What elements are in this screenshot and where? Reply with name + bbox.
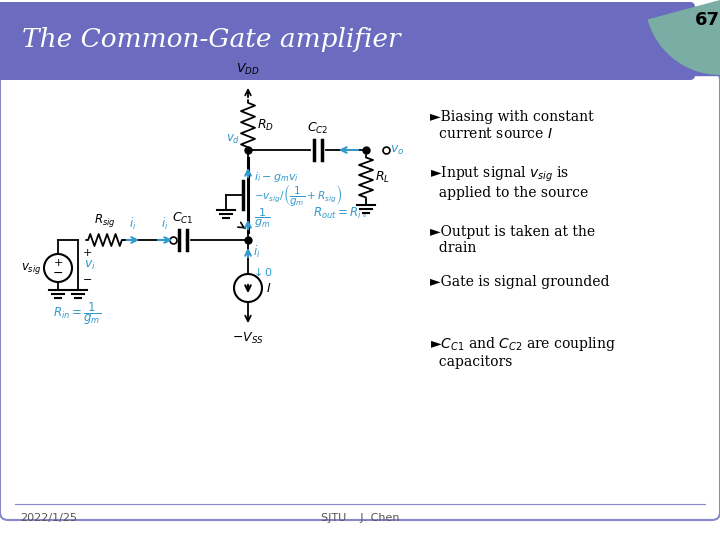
Text: −: − [53, 267, 63, 280]
Text: SJTU    J. Chen: SJTU J. Chen [320, 513, 400, 523]
Text: $R_{out} = R_{i\circ}$: $R_{out} = R_{i\circ}$ [313, 205, 367, 220]
Text: $R_L$: $R_L$ [375, 170, 390, 185]
Text: ►Output is taken at the
  drain: ►Output is taken at the drain [430, 225, 595, 255]
Text: $-V_{SS}$: $-V_{SS}$ [232, 331, 264, 346]
Text: $v_o$: $v_o$ [390, 144, 405, 157]
Text: ►Gate is signal grounded: ►Gate is signal grounded [430, 275, 610, 289]
Text: $+$: $+$ [82, 246, 92, 258]
Text: $i_i$: $i_i$ [253, 244, 261, 260]
Text: $-$: $-$ [82, 273, 92, 283]
Text: $C_{C1}$: $C_{C1}$ [172, 211, 194, 226]
Text: $i_i - g_m v_i$: $i_i - g_m v_i$ [254, 170, 299, 184]
Text: $- v_{sig}/\left(\dfrac{1}{g_m}+R_{sig}\right)$: $- v_{sig}/\left(\dfrac{1}{g_m}+R_{sig}\… [254, 182, 342, 208]
Text: $\dfrac{1}{g_m}$: $\dfrac{1}{g_m}$ [254, 206, 271, 230]
Text: $v_i$: $v_i$ [84, 259, 96, 272]
Text: $i_i$: $i_i$ [161, 216, 168, 232]
Text: $C_{C2}$: $C_{C2}$ [307, 121, 329, 136]
Text: +: + [53, 258, 63, 268]
Text: 2022/1/25: 2022/1/25 [20, 513, 77, 523]
Text: $R_{in} = \dfrac{1}{g_m}$: $R_{in} = \dfrac{1}{g_m}$ [53, 300, 102, 327]
Text: $i_i$: $i_i$ [130, 216, 137, 232]
Text: $v_{sig}$: $v_{sig}$ [21, 260, 41, 275]
Text: ►Input signal $v_{sig}$ is
  applied to the source: ►Input signal $v_{sig}$ is applied to th… [430, 165, 588, 200]
Text: $I$: $I$ [266, 281, 271, 294]
FancyBboxPatch shape [0, 72, 720, 520]
Text: $R_D$: $R_D$ [257, 117, 274, 132]
Text: $v_d$: $v_d$ [226, 133, 240, 146]
Text: 67: 67 [695, 11, 719, 29]
Text: ►$C_{C1}$ and $C_{C2}$ are coupling
  capacitors: ►$C_{C1}$ and $C_{C2}$ are coupling capa… [430, 335, 616, 369]
Text: $R_{sig}$: $R_{sig}$ [94, 212, 116, 229]
Text: ►Biasing with constant
  current source $I$: ►Biasing with constant current source $I… [430, 110, 593, 141]
Text: $\downarrow 0$: $\downarrow 0$ [251, 266, 273, 278]
Wedge shape [647, 0, 720, 75]
Text: $V_{DD}$: $V_{DD}$ [236, 62, 260, 77]
Text: The Common-Gate amplifier: The Common-Gate amplifier [22, 28, 400, 52]
FancyBboxPatch shape [0, 2, 695, 80]
